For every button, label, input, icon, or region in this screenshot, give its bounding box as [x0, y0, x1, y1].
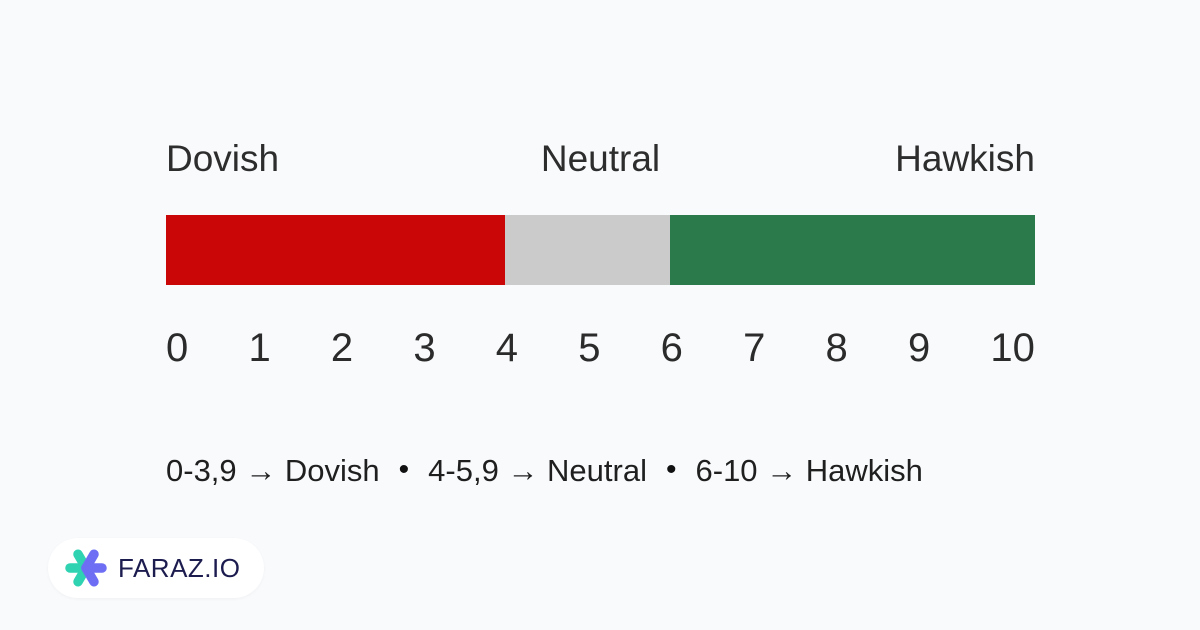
legend-item-hawkish: 6-10 → Hawkish [695, 453, 923, 488]
tick-label: 4 [495, 326, 518, 370]
scale-label-hawkish: Hawkish [895, 138, 1035, 179]
bullet-separator-icon: • [665, 452, 677, 486]
tick-label: 0 [166, 326, 189, 370]
scale-labels-row: Dovish Neutral Hawkish [166, 140, 1035, 177]
scale-legend: 0-3,9 → Dovish • 4-5,9 → Neutral • 6-10 … [166, 452, 923, 489]
tick-label: 2 [330, 326, 354, 370]
bullet-separator-icon: • [398, 452, 410, 486]
scale-label-neutral: Neutral [540, 138, 661, 179]
brand-logo-text: FARAZ.IO [118, 552, 241, 583]
legend-item-dovish: 0-3,9 → Dovish [166, 453, 380, 488]
sentiment-scale-bar [166, 215, 1035, 285]
scale-label-dovish: Dovish [166, 138, 280, 179]
tick-label: 3 [413, 326, 436, 370]
legend-item-neutral: 4-5,9 → Neutral [428, 453, 647, 488]
tick-label: 5 [578, 326, 601, 370]
tick-label: 9 [907, 326, 931, 370]
asterisk-logo-icon [65, 549, 107, 587]
scale-tick-labels: 0 1 2 3 4 5 6 7 8 9 10 [166, 328, 1035, 368]
tick-label: 7 [743, 326, 766, 370]
tick-label: 10 [990, 326, 1035, 370]
tick-label: 8 [825, 326, 848, 370]
brand-logo-badge[interactable]: FARAZ.IO [48, 538, 265, 598]
scale-segment-hawkish [670, 215, 1035, 285]
tick-label: 1 [248, 326, 271, 370]
tick-label: 6 [660, 326, 683, 370]
scale-segment-neutral [504, 215, 671, 285]
scale-segment-dovish [166, 215, 505, 285]
